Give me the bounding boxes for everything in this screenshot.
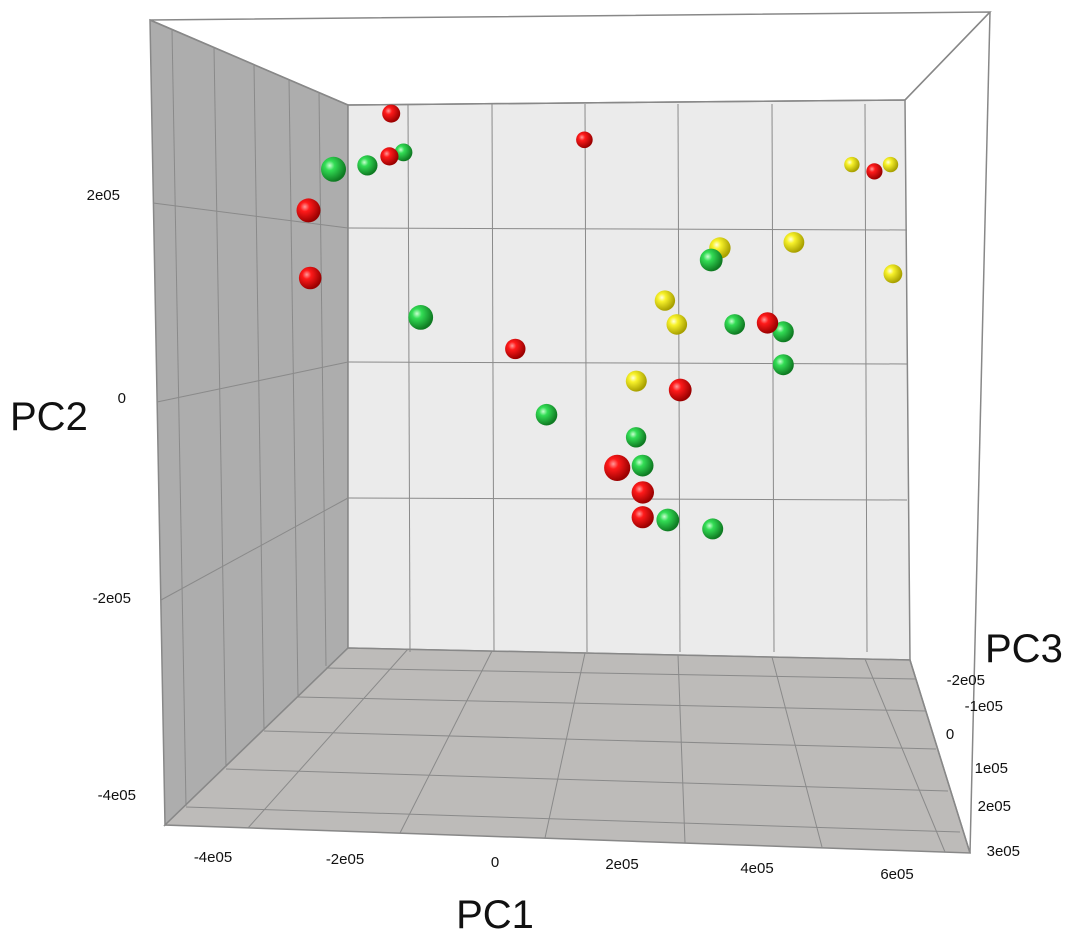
- back-wall-gridline: [677, 103, 681, 653]
- floor-gridline: [325, 667, 917, 680]
- left-wall-gridline: [253, 63, 265, 731]
- back-wall-gridline: [347, 497, 908, 501]
- floor-gridline: [225, 768, 949, 792]
- red-data-point: [298, 266, 322, 290]
- x-tick-label: 0: [491, 854, 499, 871]
- yellow-data-point: [666, 314, 688, 335]
- x-axis-title: PC1: [456, 893, 534, 933]
- left-wall-gridline: [152, 202, 349, 229]
- yellow-data-point: [882, 156, 899, 173]
- green-data-point: [535, 403, 558, 426]
- z-tick-label: -1e05: [965, 698, 1003, 715]
- green-data-point: [724, 314, 745, 335]
- red-data-point: [576, 131, 593, 149]
- z-tick-label: 2e05: [978, 798, 1011, 815]
- red-data-point: [668, 378, 692, 402]
- green-data-point: [772, 354, 794, 376]
- floor-gridline: [247, 648, 409, 829]
- yellow-data-point: [654, 290, 676, 311]
- floor-gridline: [864, 658, 946, 853]
- red-data-point: [296, 198, 321, 223]
- red-data-point: [631, 481, 654, 504]
- green-data-point: [394, 143, 413, 162]
- right-frame-edge: [969, 11, 991, 854]
- y-tick-label: 0: [118, 390, 126, 407]
- yellow-data-point: [844, 156, 860, 173]
- back-wall-gridline: [407, 103, 411, 653]
- floor-gridline: [544, 652, 586, 839]
- yellow-data-point: [625, 370, 647, 392]
- grid-lines: [152, 28, 961, 853]
- yellow-data-point: [883, 264, 903, 284]
- back-wall-gridline: [584, 103, 588, 653]
- green-data-point: [357, 155, 378, 176]
- green-data-point: [702, 518, 724, 540]
- green-data-point: [631, 454, 654, 477]
- green-data-point: [656, 508, 680, 532]
- z-axis-title: PC3: [985, 627, 1063, 671]
- left-wall-gridline: [213, 46, 227, 768]
- yellow-data-point: [783, 232, 805, 253]
- red-data-point: [380, 147, 399, 166]
- floor-gridline: [185, 806, 961, 833]
- red-data-point: [631, 506, 654, 529]
- green-data-point: [772, 321, 794, 343]
- y-axis-title: PC2: [10, 395, 88, 439]
- floor-gridline: [771, 656, 823, 848]
- green-data-point: [699, 248, 723, 272]
- x-tick-label: 4e05: [740, 860, 773, 877]
- y-tick-label: -2e05: [93, 590, 131, 607]
- left-wall-gridline: [318, 91, 327, 667]
- back-wall-gridline: [771, 103, 775, 653]
- z-tick-label: 3e05: [987, 843, 1020, 860]
- x-tick-label: 2e05: [605, 856, 638, 873]
- green-data-point: [625, 427, 647, 448]
- z-tick-label: 1e05: [975, 760, 1008, 777]
- x-tick-label: -2e05: [326, 851, 364, 868]
- back-wall-gridline: [491, 103, 495, 653]
- red-data-point: [505, 338, 526, 360]
- green-data-point: [408, 305, 434, 330]
- right-frame-bottom: [909, 659, 971, 854]
- red-data-point: [756, 312, 779, 334]
- left-wall-gridline: [288, 78, 299, 697]
- back-wall-gridline: [347, 361, 908, 365]
- floor-gridline: [297, 696, 927, 712]
- data-points: [296, 104, 903, 540]
- left-wall-gridline: [160, 497, 349, 601]
- left-wall-gridline: [156, 361, 349, 403]
- y-tick-label: 2e05: [87, 187, 120, 204]
- red-data-point: [604, 454, 631, 481]
- right-frame-top: [904, 11, 991, 101]
- red-data-point: [866, 163, 883, 180]
- back-wall-gridline: [347, 227, 908, 231]
- floor-gridline: [677, 654, 686, 844]
- green-data-point: [321, 156, 346, 182]
- left-wall-gridline: [171, 28, 187, 807]
- z-tick-label: -2e05: [947, 672, 985, 689]
- back-wall-gridline: [864, 103, 868, 653]
- x-tick-label: -4e05: [194, 849, 232, 866]
- y-tick-label: -4e05: [98, 787, 136, 804]
- red-data-point: [382, 104, 401, 123]
- floor-gridline: [263, 730, 937, 750]
- floor-gridline: [399, 650, 493, 834]
- x-tick-label: 6e05: [880, 866, 913, 883]
- z-tick-label: 0: [946, 726, 954, 743]
